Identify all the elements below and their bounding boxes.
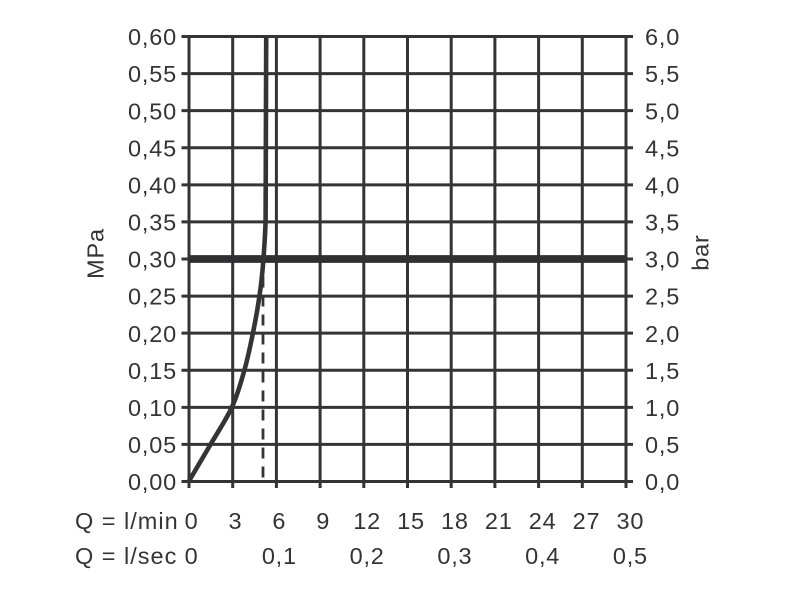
svg-text:3,0: 3,0 bbox=[645, 247, 680, 273]
svg-text:0,60: 0,60 bbox=[128, 24, 177, 50]
svg-text:0,00: 0,00 bbox=[128, 469, 177, 495]
svg-text:4,0: 4,0 bbox=[645, 172, 680, 198]
svg-text:4,5: 4,5 bbox=[645, 135, 680, 161]
svg-text:Q = l/min: Q = l/min bbox=[75, 508, 179, 534]
svg-text:0,50: 0,50 bbox=[128, 98, 177, 124]
svg-text:0,5: 0,5 bbox=[645, 432, 680, 458]
svg-text:0,25: 0,25 bbox=[128, 284, 177, 310]
svg-text:0,1: 0,1 bbox=[262, 543, 297, 569]
svg-text:0,20: 0,20 bbox=[128, 321, 177, 347]
svg-text:0,55: 0,55 bbox=[128, 61, 177, 87]
svg-text:0,3: 0,3 bbox=[437, 543, 472, 569]
svg-text:0,0: 0,0 bbox=[645, 469, 680, 495]
svg-text:0: 0 bbox=[185, 543, 199, 569]
svg-text:2,5: 2,5 bbox=[645, 284, 680, 310]
svg-text:21: 21 bbox=[485, 508, 513, 534]
svg-text:0: 0 bbox=[185, 508, 199, 534]
svg-text:0,15: 0,15 bbox=[128, 358, 177, 384]
svg-text:0,40: 0,40 bbox=[128, 172, 177, 198]
svg-text:bar: bar bbox=[688, 234, 714, 270]
svg-text:Q = l/sec: Q = l/sec bbox=[75, 543, 177, 569]
svg-text:9: 9 bbox=[316, 508, 330, 534]
svg-text:0,4: 0,4 bbox=[525, 543, 560, 569]
svg-text:0,10: 0,10 bbox=[128, 395, 177, 421]
svg-text:6,0: 6,0 bbox=[645, 24, 680, 50]
svg-text:2,0: 2,0 bbox=[645, 321, 680, 347]
svg-text:30: 30 bbox=[617, 508, 645, 534]
svg-text:15: 15 bbox=[397, 508, 425, 534]
svg-text:1,0: 1,0 bbox=[645, 395, 680, 421]
svg-text:0,5: 0,5 bbox=[613, 543, 648, 569]
svg-text:5,5: 5,5 bbox=[645, 61, 680, 87]
svg-text:0,30: 0,30 bbox=[128, 247, 177, 273]
svg-text:12: 12 bbox=[353, 508, 381, 534]
svg-text:0,35: 0,35 bbox=[128, 210, 177, 236]
svg-text:0,2: 0,2 bbox=[350, 543, 385, 569]
svg-text:3,5: 3,5 bbox=[645, 210, 680, 236]
svg-text:0,45: 0,45 bbox=[128, 135, 177, 161]
svg-text:6: 6 bbox=[272, 508, 286, 534]
svg-text:1,5: 1,5 bbox=[645, 358, 680, 384]
svg-text:3: 3 bbox=[229, 508, 243, 534]
svg-text:18: 18 bbox=[441, 508, 469, 534]
svg-text:0,05: 0,05 bbox=[128, 432, 177, 458]
svg-text:MPa: MPa bbox=[82, 228, 108, 279]
svg-text:27: 27 bbox=[573, 508, 601, 534]
svg-text:24: 24 bbox=[529, 508, 557, 534]
svg-text:5,0: 5,0 bbox=[645, 98, 680, 124]
